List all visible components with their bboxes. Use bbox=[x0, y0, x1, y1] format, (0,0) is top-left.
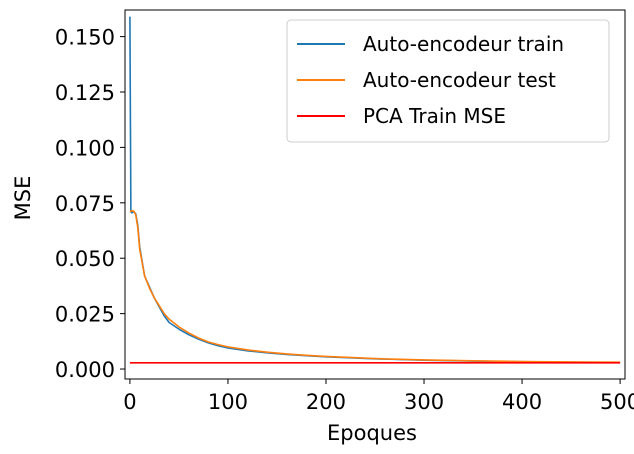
y-tick-label: 0.050 bbox=[55, 247, 115, 271]
x-tick-label: 200 bbox=[306, 390, 346, 414]
x-tick-label: 400 bbox=[502, 390, 542, 414]
legend-label-1: Auto-encodeur test bbox=[363, 68, 556, 92]
legend-frame bbox=[286, 19, 610, 143]
x-tick-label: 500 bbox=[600, 390, 634, 414]
y-tick-label: 0.000 bbox=[55, 358, 115, 382]
y-tick-label: 0.150 bbox=[55, 26, 115, 50]
y-axis-label: MSE bbox=[11, 176, 35, 221]
y-tick-label: 0.100 bbox=[55, 136, 115, 160]
x-tick-label: 300 bbox=[404, 390, 444, 414]
legend-label-2: PCA Train MSE bbox=[363, 104, 506, 128]
legend-label-0: Auto-encodeur train bbox=[363, 32, 564, 56]
x-axis-label: Epoques bbox=[327, 421, 417, 445]
x-axis-ticks: 0 100 200 300 400 500 bbox=[123, 379, 634, 414]
y-tick-label: 0.125 bbox=[55, 81, 115, 105]
x-tick-label: 100 bbox=[208, 390, 248, 414]
y-axis-ticks: 0.000 0.025 0.050 0.075 0.100 0.125 0.150 bbox=[55, 26, 125, 382]
y-tick-label: 0.025 bbox=[55, 303, 115, 327]
series-line-1 bbox=[129, 209, 621, 363]
legend: Auto-encodeur train Auto-encodeur test PCA… bbox=[286, 19, 610, 143]
axes-frame bbox=[124, 9, 626, 380]
x-tick-label: 0 bbox=[123, 390, 136, 414]
y-tick-label: 0.075 bbox=[55, 192, 115, 216]
plot-area bbox=[129, 16, 621, 364]
